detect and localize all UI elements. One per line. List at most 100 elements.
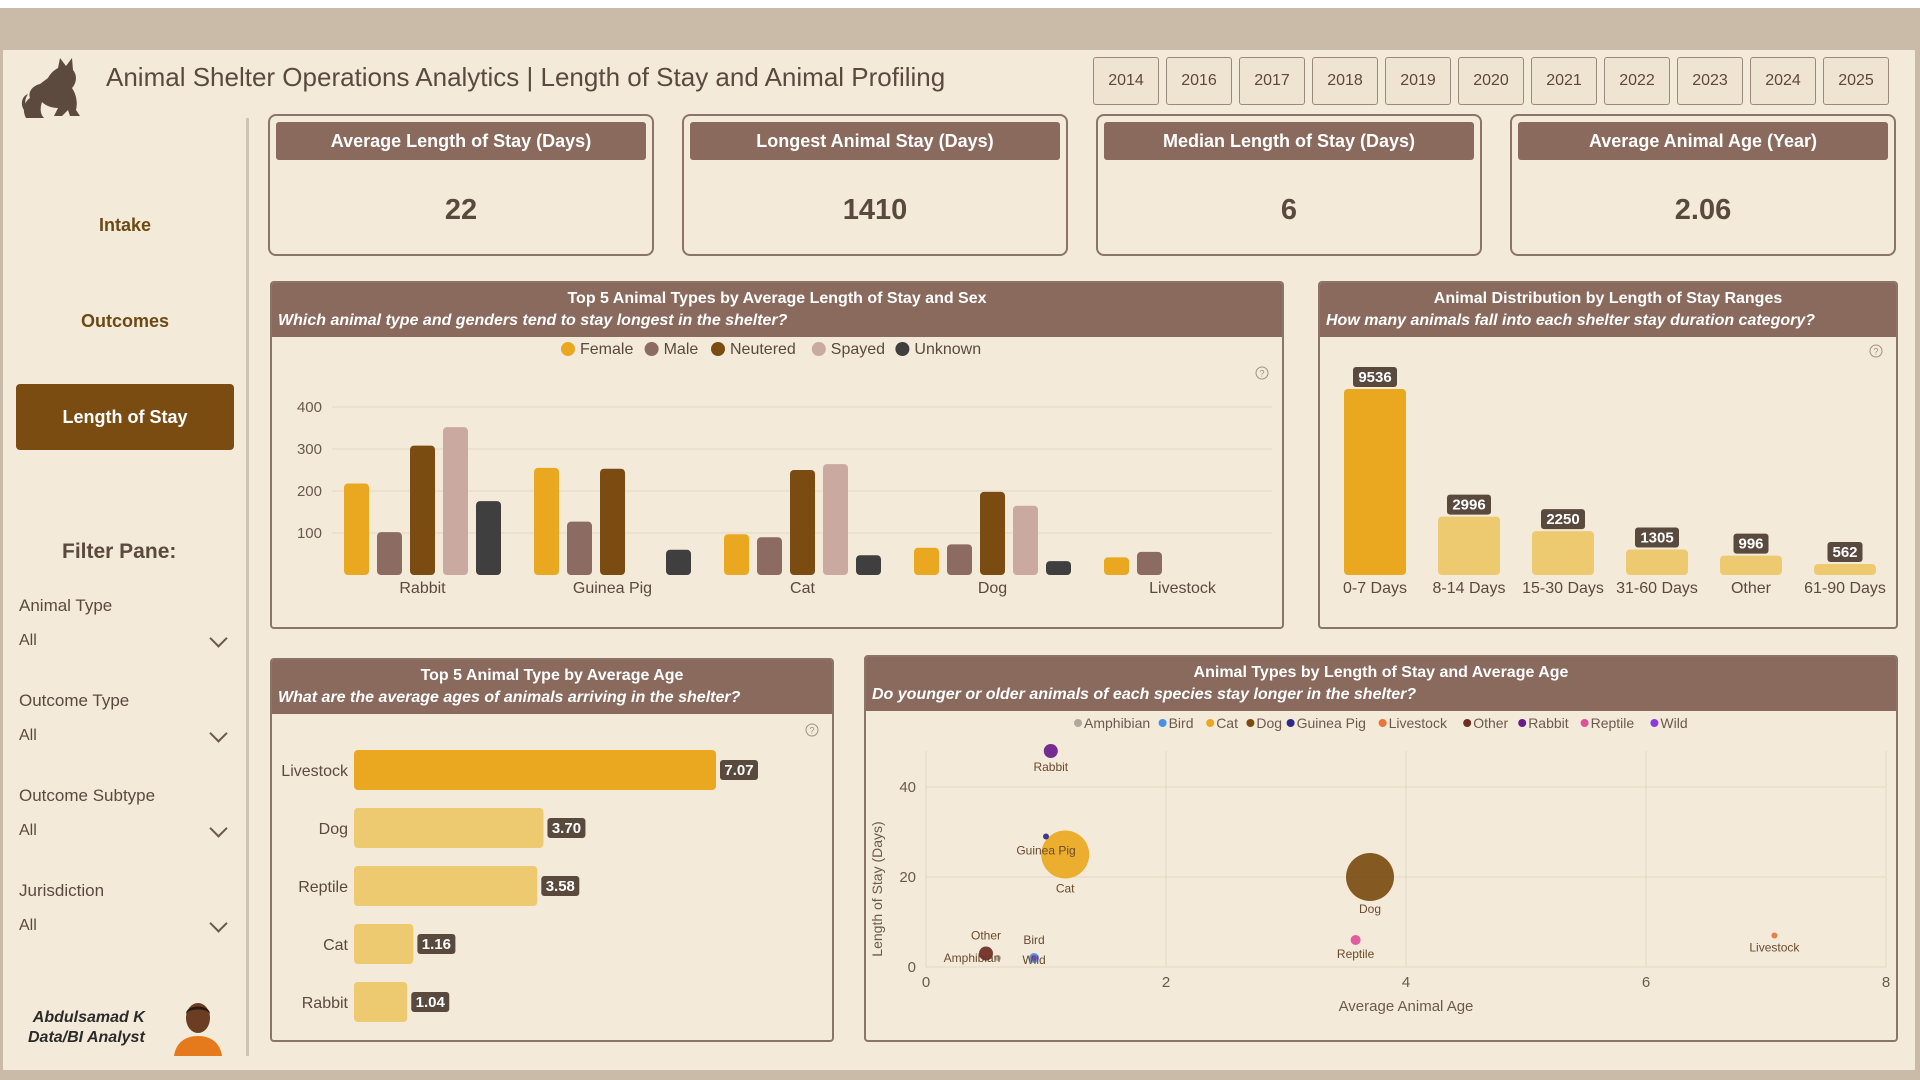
point-label: Other	[971, 929, 1001, 943]
year-button-2022[interactable]: 2022	[1604, 57, 1670, 105]
bar	[567, 521, 592, 575]
bar	[443, 427, 468, 575]
scatter-chart: Amphibian Bird Cat Dog Guinea Pig Livestock Ot…	[869, 715, 1890, 1015]
year-button-2017[interactable]: 2017	[1239, 57, 1305, 105]
legend-marker	[1650, 719, 1659, 727]
data-label: 2250	[1546, 511, 1579, 528]
legend-marker	[1463, 719, 1472, 727]
x-tick-label: 2	[1162, 974, 1170, 991]
data-label: 996	[1738, 536, 1763, 553]
nav-intake[interactable]: Intake	[98, 214, 152, 235]
x-tick-label: 31-60 Days	[1616, 580, 1698, 597]
legend-marker	[1158, 719, 1167, 727]
data-label-bg	[1733, 533, 1769, 554]
x-tick-label: 0-7 Days	[1343, 580, 1407, 597]
year-button-2024[interactable]: 2024	[1750, 57, 1816, 105]
data-label-bg	[1827, 542, 1863, 563]
x-tick-label: Other	[1731, 580, 1772, 597]
legend-marker	[644, 342, 659, 356]
bar	[724, 534, 749, 575]
year-button-2016[interactable]: 2016	[1166, 57, 1232, 105]
year-button-2025[interactable]: 2025	[1823, 57, 1889, 105]
nav-length-of-stay[interactable]: Length of Stay	[16, 384, 234, 450]
bar	[410, 445, 435, 575]
bar	[354, 982, 408, 1022]
bar	[790, 470, 815, 575]
data-label: 9536	[1358, 369, 1391, 386]
legend-marker	[811, 342, 826, 356]
outcome-subtype-dropdown[interactable]: All	[19, 818, 231, 840]
y-tick-label: Rabbit	[302, 995, 349, 1012]
data-label-bg	[1541, 509, 1585, 530]
bar	[1532, 531, 1594, 575]
jurisdiction-dropdown[interactable]: All	[19, 913, 231, 935]
y-tick-label: Dog	[319, 821, 348, 838]
author-name: Abdulsamad K	[32, 1009, 145, 1026]
chart-panel-length-of-stay-by-sex: Top 5 Animal Types by Average Length of …	[270, 281, 1284, 629]
animal-type-dropdown[interactable]: All	[19, 628, 231, 650]
legend-label: Male	[664, 341, 699, 358]
point-label: Cat	[1056, 882, 1075, 896]
x-tick-label: 6	[1642, 974, 1650, 991]
scatter-point	[1350, 935, 1361, 945]
bar	[1104, 557, 1129, 575]
nav-outcomes[interactable]: Outcomes	[80, 310, 170, 331]
filter-label: Outcome Type	[19, 691, 130, 710]
year-button-2018[interactable]: 2018	[1312, 57, 1378, 105]
legend-label: Rabbit	[1528, 715, 1569, 731]
scatter-point	[1043, 744, 1058, 758]
bar	[856, 555, 881, 575]
bar	[534, 467, 559, 575]
help-icon	[1869, 344, 1883, 358]
bar	[377, 532, 402, 575]
x-tick-label: 15-30 Days	[1522, 580, 1604, 597]
chart-title: Animal Distribution by Length of Stay Ra…	[1433, 290, 1783, 307]
kpi-label: Average Animal Age (Year)	[1518, 122, 1888, 160]
bar	[354, 866, 538, 906]
chart-header: Animal Distribution by Length of Stay Ra…	[1320, 283, 1896, 337]
chevron-down-icon	[209, 913, 228, 933]
legend-marker	[1206, 719, 1215, 727]
chart-subtitle: How many animals fall into each shelter …	[1326, 312, 1816, 329]
help-icon	[1255, 366, 1269, 380]
help-icon-glyph: ?	[809, 726, 814, 736]
legend-label: Unknown	[914, 341, 981, 358]
year-button-2020[interactable]: 2020	[1458, 57, 1524, 105]
kpi-label: Average Length of Stay (Days)	[276, 122, 646, 160]
filter-pane-title: Filter Pane:	[62, 540, 177, 563]
chart-panel-stay-distribution: Animal Distribution by Length of Stay Ra…	[1318, 281, 1898, 629]
chart-subtitle: What are the average ages of animals arr…	[278, 689, 741, 706]
point-label: Dog	[1359, 902, 1381, 916]
chart-header: Top 5 Animal Types by Average Length of …	[272, 283, 1282, 337]
scatter-point	[1346, 853, 1394, 901]
year-button-2014[interactable]: 2014	[1093, 57, 1159, 105]
bar	[980, 491, 1005, 575]
y-tick-label: 400	[297, 399, 322, 416]
data-label: 562	[1832, 544, 1857, 561]
data-label-bg	[411, 992, 450, 1012]
year-button-2019[interactable]: 2019	[1385, 57, 1451, 105]
legend-label: Livestock	[1389, 715, 1448, 731]
chevron-down-icon	[209, 628, 228, 648]
kpi-value: 22	[444, 194, 478, 226]
author-credit: Abdulsamad K Data/BI Analyst	[28, 1008, 145, 1048]
y-tick-label: 40	[899, 779, 916, 796]
chevron-down-icon	[209, 818, 228, 838]
data-label: 2996	[1452, 497, 1485, 514]
data-label-bg	[541, 876, 580, 896]
help-icon	[805, 723, 819, 737]
legend-marker	[1580, 719, 1589, 727]
year-button-2021[interactable]: 2021	[1531, 57, 1597, 105]
sidebar-divider	[246, 118, 249, 1056]
data-label: 3.70	[552, 820, 581, 837]
legend-label: Female	[580, 341, 633, 358]
filter-label: Jurisdiction	[19, 881, 105, 900]
scatter-point	[1043, 833, 1049, 840]
legend-marker	[895, 342, 910, 356]
bar	[914, 547, 939, 575]
chart-panel-stay-vs-age: Animal Types by Length of Stay and Avera…	[864, 655, 1898, 1042]
outcome-type-dropdown[interactable]: All	[19, 723, 231, 745]
year-button-2023[interactable]: 2023	[1677, 57, 1743, 105]
chart-header: Animal Types by Length of Stay and Avera…	[866, 657, 1896, 711]
grouped-bar-chart: Female Male Neutered Spayed Unknown? 100 200 30…	[297, 341, 1272, 597]
